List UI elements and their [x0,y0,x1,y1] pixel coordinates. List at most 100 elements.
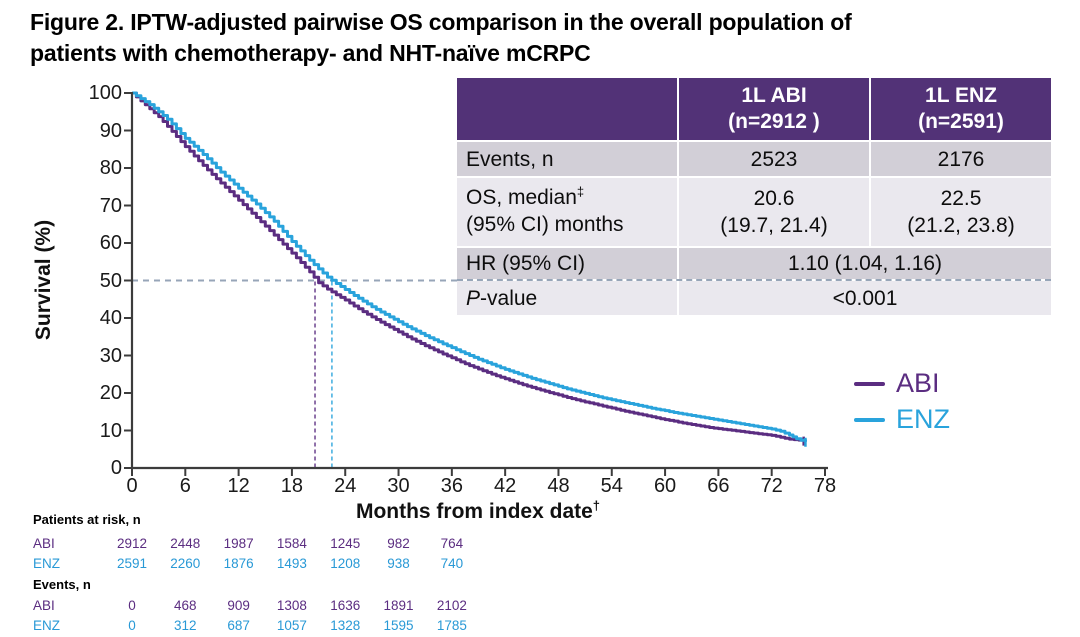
legend-item-enz: ENZ [854,404,950,435]
x-axis-title-dagger: † [592,498,601,513]
pvalue-label-rest: -value [480,286,538,310]
risk-value-abi-0-m12: 1987 [223,536,254,551]
x-axis-title-text: Months from index date [355,500,593,523]
abi-survival-curve [132,91,806,442]
risk-value-enz-1-m30: 1595 [383,618,414,633]
y-tick-label-40: 40 [99,307,122,329]
risk-row-label-abi-0: ABI [33,536,55,551]
pvalue-row-label: P -value [457,281,677,315]
legend-label-abi: ABI [896,368,940,398]
abi-line-swatch [854,381,885,386]
risk-value-abi-1-m18: 1308 [276,598,307,613]
x-tick-label-0: 0 [126,475,138,497]
hr-row-label: HR (95% CI) [457,248,677,279]
risk-value-enz-0-m36: 740 [440,556,464,571]
risk-value-enz-1-m24: 1328 [330,618,361,633]
os-label-line2: (95% CI) months [466,213,624,236]
os-abi-ci: (19.7, 21.4) [720,214,828,237]
legend-label-enz: ENZ [896,404,950,434]
x-tick-label-30: 30 [387,475,410,497]
header-abi-line2: (n=2912 ) [728,110,820,133]
risk-value-enz-1-m6: 312 [174,618,197,633]
table-header-enz: 1L ENZ (n=2591) [871,78,1051,140]
os-enz-value: 22.5 (21.2, 23.8) [871,178,1051,246]
y-tick-label-30: 30 [99,344,122,367]
risk-value-enz-0-m0: 2591 [116,556,148,571]
events-abi-value: 2523 [679,142,869,176]
x-tick-label-6: 6 [179,475,191,497]
risk-value-abi-0-m6: 2448 [170,536,201,551]
hr-value: 1.10 (1.04, 1.16) [679,248,1051,279]
risk-value-enz-0-m12: 1876 [223,556,254,571]
figure-title-line1: Figure 2. IPTW-adjusted pairwise OS comp… [30,9,852,35]
x-tick-label-42: 42 [494,475,517,497]
x-tick-label-78: 78 [813,475,837,497]
os-label-doubledagger: ‡ [576,184,585,199]
y-tick-label-0: 0 [110,457,122,479]
y-tick-label-60: 60 [99,232,122,254]
risk-value-abi-0-m30: 982 [387,536,410,551]
x-tick-label-24: 24 [334,475,357,497]
table-header-blank [457,78,677,140]
header-abi-line1: 1L ABI [741,84,807,107]
table-header-abi: 1L ABI (n=2912 ) [679,78,869,140]
risk-value-enz-0-m30: 938 [387,556,410,571]
header-enz-line2: (n=2591) [918,110,1004,133]
os-enz-median: 22.5 [940,187,982,210]
y-tick-label-90: 90 [99,119,122,142]
y-tick-label-50: 50 [99,269,122,292]
pvalue-label-italic-p: P [466,286,481,310]
x-tick-label-12: 12 [227,475,250,497]
events-enz-value: 2176 [871,142,1051,176]
events-row-label: Events, n [457,142,677,176]
x-tick-label-72: 72 [760,475,783,497]
risk-row-label-abi-1: ABI [33,598,55,613]
patients-at-risk-header: Patients at risk, n [33,512,141,527]
enz-line-swatch [854,417,885,422]
y-tick-label-80: 80 [99,157,122,179]
y-tick-label-20: 20 [99,382,122,404]
x-tick-label-48: 48 [547,475,570,497]
risk-value-abi-0-m24: 1245 [330,536,361,551]
y-tick-label-70: 70 [99,194,122,217]
risk-value-abi-1-m12: 909 [227,598,250,613]
risk-row-label-enz-1: ENZ [33,618,60,633]
risk-value-enz-1-m18: 1057 [276,618,307,633]
reference-line-50pct-table-overlay [457,279,1051,281]
risk-value-abi-0-m18: 1584 [276,536,307,551]
events-header: Events, n [33,577,91,592]
risk-value-abi-1-m0: 0 [128,598,136,613]
risk-value-abi-1-m36: 2102 [436,598,467,613]
legend-item-abi: ABI [854,368,940,399]
pvalue-value: <0.001 [679,281,1051,315]
x-tick-label-18: 18 [280,475,304,497]
x-tick-label-66: 66 [707,475,730,497]
risk-value-enz-0-m24: 1208 [330,556,361,571]
enz-survival-curve [132,91,807,442]
risk-value-enz-1-m12: 687 [227,618,250,633]
risk-value-abi-0-m0: 2912 [116,536,148,551]
figure-title-line2: patients with chemotherapy- and NHT-naïv… [30,40,591,66]
x-axis-title: Months from index date† [356,498,600,524]
os-enz-ci: (21.2, 23.8) [907,214,1015,237]
risk-value-abi-0-m36: 764 [440,536,464,551]
os-label-main: OS, median [466,186,577,209]
risk-value-enz-1-m0: 0 [128,618,136,633]
risk-value-enz-1-m36: 1785 [436,618,467,633]
results-summary-table: 1L ABI (n=2912 ) 1L ENZ (n=2591) Events,… [457,78,1051,315]
header-enz-line1: 1L ENZ [925,84,997,107]
x-tick-label-54: 54 [600,475,623,497]
os-abi-value: 20.6 (19.7, 21.4) [679,178,869,246]
risk-value-abi-1-m24: 1636 [330,598,361,613]
risk-value-enz-0-m6: 2260 [170,556,201,571]
risk-row-label-enz-0: ENZ [33,556,60,571]
y-tick-label-100: 100 [88,82,122,104]
os-median-row-label: OS, median‡ (95% CI) months [457,178,677,246]
risk-value-enz-0-m18: 1493 [276,556,307,571]
os-abi-median: 20.6 [753,187,795,210]
risk-value-abi-1-m6: 468 [174,598,197,613]
risk-value-abi-1-m30: 1891 [383,598,414,613]
y-tick-label-10: 10 [99,419,122,442]
os-label-line1: OS, median‡ [466,178,584,211]
